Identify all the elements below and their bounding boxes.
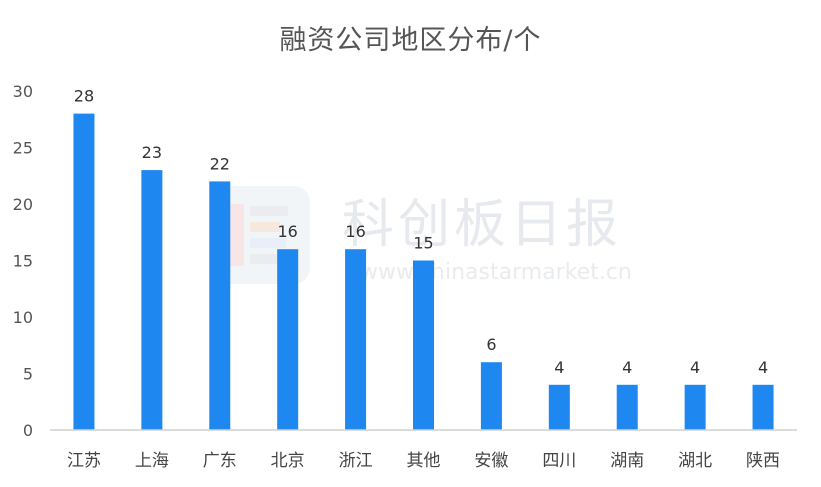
bar xyxy=(684,384,706,430)
x-tick-label: 其他 xyxy=(407,451,441,471)
data-label: 28 xyxy=(74,87,94,106)
bar xyxy=(480,362,502,430)
data-label: 16 xyxy=(278,222,298,241)
data-label: 4 xyxy=(758,358,768,377)
data-label: 4 xyxy=(690,358,700,377)
watermark-url: www.chinastarmarket.cn xyxy=(360,260,632,285)
x-tick-label: 江苏 xyxy=(67,451,101,471)
chart-title: 融资公司地区分布/个 xyxy=(279,25,542,56)
bar xyxy=(277,249,299,430)
x-tick-label: 湖北 xyxy=(678,451,712,471)
data-label: 23 xyxy=(142,143,162,162)
data-label: 16 xyxy=(345,222,365,241)
x-axis: 江苏 上海 广东 北京 浙江 其他 安徽 四川 湖南 湖北 陕西 xyxy=(67,451,780,471)
bar xyxy=(209,181,231,430)
y-axis: 0 5 10 15 20 25 30 xyxy=(13,82,33,440)
x-tick-label: 陕西 xyxy=(746,451,780,471)
y-tick-label: 0 xyxy=(23,421,33,440)
y-tick-label: 25 xyxy=(13,139,33,158)
data-label: 6 xyxy=(486,335,496,354)
bar xyxy=(548,384,570,430)
x-tick-label: 浙江 xyxy=(339,451,373,471)
bar xyxy=(141,170,163,430)
x-tick-label: 安徽 xyxy=(474,451,508,471)
bar xyxy=(616,384,638,430)
bars: 28 23 22 16 16 15 6 4 4 4 4 xyxy=(73,87,774,430)
bar xyxy=(752,384,774,430)
x-tick-label: 四川 xyxy=(542,451,576,471)
data-label: 22 xyxy=(210,154,230,173)
x-tick-label: 上海 xyxy=(135,451,169,471)
x-tick-label: 湖南 xyxy=(610,451,644,471)
x-tick-label: 广东 xyxy=(203,451,237,471)
bar xyxy=(73,113,95,430)
y-tick-label: 20 xyxy=(13,195,33,214)
bar xyxy=(345,249,367,430)
x-tick-label: 北京 xyxy=(271,451,305,471)
data-label: 4 xyxy=(554,358,564,377)
y-tick-label: 30 xyxy=(13,82,33,101)
y-tick-label: 5 xyxy=(23,365,33,384)
data-label: 4 xyxy=(622,358,632,377)
data-label: 15 xyxy=(413,234,433,253)
y-tick-label: 15 xyxy=(13,252,33,271)
y-tick-label: 10 xyxy=(13,308,33,327)
bar xyxy=(413,260,434,430)
watermark-brand: 科创板日报 xyxy=(342,195,622,255)
